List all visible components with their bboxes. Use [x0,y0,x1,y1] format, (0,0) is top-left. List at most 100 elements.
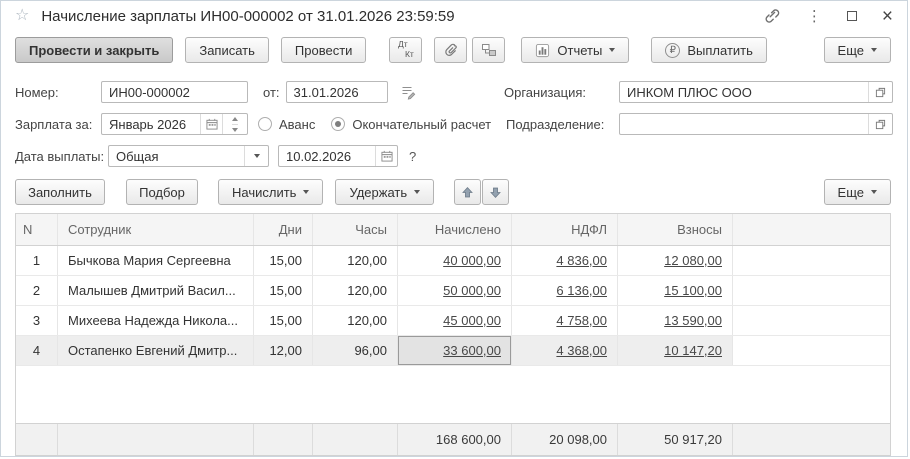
document-structure-button[interactable] [472,37,506,63]
title-bar: ☆ Начисление зарплаты ИН00-000002 от 31.… [1,1,907,31]
menu-dots-icon[interactable]: ⋮ [806,7,822,25]
more-button-table[interactable]: Еще [823,179,891,205]
open-department-icon[interactable] [868,114,892,134]
advance-radio-label[interactable]: Аванс [279,116,316,132]
cell-ndfl[interactable]: 4 758,00 [512,306,618,335]
table-row[interactable]: 3 Михеева Надежда Никола... 15,00 120,00… [16,306,890,336]
total-accrued: 168 600,00 [398,424,512,455]
paperclip-icon [443,42,459,58]
save-button[interactable]: Записать [185,37,269,63]
cell-ndfl[interactable]: 4 836,00 [512,246,618,275]
main-toolbar: Провести и закрыть Записать Провести Дт К… [15,37,891,63]
col-header-n[interactable]: N [16,214,58,245]
cell-rownum[interactable]: 2 [16,276,58,305]
col-header-hours[interactable]: Часы [313,214,398,245]
col-header-employee[interactable]: Сотрудник [58,214,254,245]
cell-contributions[interactable]: 12 080,00 [618,246,733,275]
table-totals-row: 168 600,00 20 098,00 50 917,20 [16,423,890,455]
move-row-up-button[interactable] [454,179,482,205]
ruble-icon: ₽ [665,42,681,58]
more-button-top[interactable]: Еще [823,37,891,63]
withhold-button[interactable]: Удержать [335,179,435,205]
employees-table: N Сотрудник Дни Часы Начислено НДФЛ Взно… [15,213,891,456]
reports-button[interactable]: Отчеты [521,37,630,63]
cell-accrued[interactable]: 50 000,00 [398,276,512,305]
window-title: Начисление зарплаты ИН00-000002 от 31.01… [41,7,455,25]
cell-ndfl[interactable]: 6 136,00 [512,276,618,305]
cell-employee[interactable]: Михеева Надежда Никола... [58,306,254,335]
cell-hours[interactable]: 120,00 [313,306,398,335]
cell-days[interactable]: 12,00 [254,336,313,365]
number-field[interactable]: ИН00-000002 [101,81,248,103]
cell-hours[interactable]: 120,00 [313,246,398,275]
from-label: от: [263,84,280,100]
cell-days[interactable]: 15,00 [254,306,313,335]
doc-date-field[interactable]: 31.01.2026 [285,81,388,103]
period-stepper[interactable] [222,114,247,134]
favorite-star-icon[interactable]: ☆ [15,7,30,24]
close-icon[interactable]: × [881,5,893,27]
form-row-period: Зарплата за: Январь 2026 Аванс Окончател… [15,112,893,136]
fill-button[interactable]: Заполнить [15,179,105,205]
calendar-icon[interactable] [200,114,222,134]
form-row-number: Номер: ИН00-000002 от: 31.01.2026 Органи… [15,80,893,104]
col-header-accrued[interactable]: Начислено [398,214,512,245]
pay-date-field[interactable]: 10.02.2026 [278,145,398,167]
edit-date-icon[interactable] [400,84,417,100]
cell-employee[interactable]: Малышев Дмитрий Васил... [58,276,254,305]
chevron-down-icon [609,48,616,52]
post-button[interactable]: Провести [280,37,367,63]
department-field[interactable] [619,113,893,135]
final-settlement-radio-label[interactable]: Окончательный расчет [352,116,492,132]
form-row-pay-date: Дата выплаты: Общая 10.02.2026 ? [15,144,891,168]
col-header-contributions[interactable]: Взносы [618,214,733,245]
cell-rownum[interactable]: 4 [16,336,58,365]
cell-ndfl[interactable]: 4 368,00 [512,336,618,365]
table-row[interactable]: 2 Малышев Дмитрий Васил... 15,00 120,00 … [16,276,890,306]
window-controls: ⋮ × [763,7,893,26]
cell-days[interactable]: 15,00 [254,276,313,305]
organization-field[interactable]: ИНКОМ ПЛЮС ООО [619,81,893,103]
move-row-down-button[interactable] [482,179,510,205]
help-link[interactable]: ? [409,148,417,164]
cell-rownum[interactable]: 1 [16,246,58,275]
attachments-button[interactable] [434,37,468,63]
dropdown-caret-icon[interactable] [244,146,268,166]
cell-accrued[interactable]: 40 000,00 [398,246,512,275]
salary-for-label: Зарплата за: [15,116,93,132]
cell-contributions[interactable]: 15 100,00 [618,276,733,305]
cell-contributions[interactable]: 13 590,00 [618,306,733,335]
cell-accrued[interactable]: 45 000,00 [398,306,512,335]
post-and-close-button[interactable]: Провести и закрыть [15,37,174,63]
cell-hours[interactable]: 96,00 [313,336,398,365]
cell-contributions[interactable]: 10 147,20 [618,336,733,365]
link-icon[interactable] [763,8,782,24]
cell-employee[interactable]: Остапенко Евгений Дмитр... [58,336,254,365]
number-label: Номер: [15,84,59,100]
stepper-up-icon[interactable] [232,114,238,124]
dtkt-postings-button[interactable]: Дт Кт [389,37,423,63]
table-row[interactable]: 1 Бычкова Мария Сергеевна 15,00 120,00 4… [16,246,890,276]
table-empty-area[interactable] [16,366,890,423]
col-header-ndfl[interactable]: НДФЛ [512,214,618,245]
col-header-days[interactable]: Дни [254,214,313,245]
open-organization-icon[interactable] [868,82,892,102]
cell-hours[interactable]: 120,00 [313,276,398,305]
advance-radio[interactable] [258,117,272,131]
organization-label: Организация: [504,84,587,100]
maximize-icon[interactable] [846,11,857,21]
stepper-down-icon[interactable] [232,124,238,134]
pay-date-mode-select[interactable]: Общая [108,145,269,167]
table-row-selected[interactable]: 4 Остапенко Евгений Дмитр... 12,00 96,00… [16,336,890,366]
cell-days[interactable]: 15,00 [254,246,313,275]
calendar-icon[interactable] [375,146,397,166]
final-settlement-radio[interactable] [331,117,346,131]
salary-period-field[interactable]: Январь 2026 [101,113,248,135]
pick-button[interactable]: Подбор [126,179,198,205]
col-header-filler [733,214,890,245]
pay-button[interactable]: ₽ Выплатить [651,37,767,63]
cell-accrued-selected[interactable]: 33 600,00 [398,336,512,365]
cell-employee[interactable]: Бычкова Мария Сергеевна [58,246,254,275]
cell-rownum[interactable]: 3 [16,306,58,335]
accrue-button[interactable]: Начислить [218,179,324,205]
